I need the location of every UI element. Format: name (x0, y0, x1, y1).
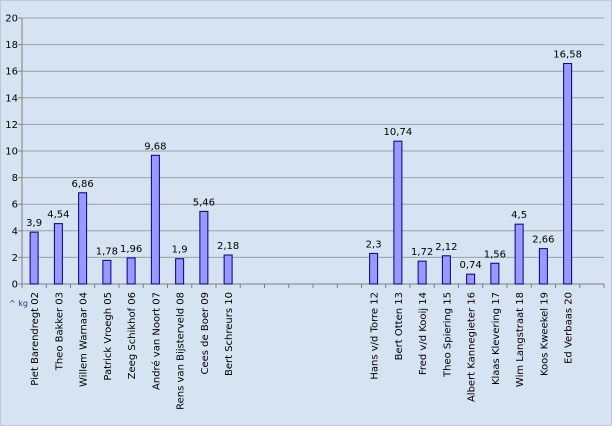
bar (150, 154, 160, 285)
y-tick-label: 8 (12, 173, 18, 184)
category-label: Zeeg Schikhof 06 (127, 292, 138, 379)
category-label: Bert Otten 13 (394, 292, 405, 360)
data-label: 3,9 (26, 218, 42, 229)
bar (538, 248, 548, 285)
data-label: 6,86 (71, 179, 93, 190)
y-tick-label: 2 (12, 253, 18, 264)
data-label: 0,74 (459, 260, 481, 271)
category-label: Koos Kweekel 19 (539, 292, 550, 376)
unit-label: ^ kg (9, 299, 28, 308)
bar (417, 260, 427, 285)
category-label: Theo Bakker 03 (54, 292, 65, 371)
data-label: 10,74 (384, 127, 413, 138)
bar (223, 254, 233, 285)
y-tick-label: 18 (5, 40, 18, 51)
data-label: 1,72 (411, 247, 433, 258)
data-label: 9,68 (144, 141, 166, 152)
data-label: 4,54 (47, 210, 69, 221)
data-label: 4,5 (511, 210, 527, 221)
y-tick-label: 20 (5, 14, 18, 25)
bar (102, 259, 112, 285)
y-tick-label: 0 (12, 280, 18, 291)
category-label: Hans v/d Torre 12 (370, 292, 381, 380)
category-label: Fred v/d Kooij 14 (418, 292, 429, 375)
bar (369, 252, 379, 285)
data-label: 2,66 (532, 235, 554, 246)
bar (441, 255, 451, 285)
category-label: Theo Spiering 15 (442, 292, 453, 378)
bar (393, 140, 403, 285)
category-label: Ed Verbaas 20 (564, 292, 575, 364)
category-label: Albert Kannegieter 16 (467, 292, 478, 402)
data-label: 2,3 (366, 239, 382, 250)
bar (466, 273, 476, 285)
bar (78, 192, 88, 285)
bar (29, 231, 39, 285)
category-label: Willem Warnaar 04 (79, 292, 90, 387)
category-label: Klaas Klevering 17 (491, 292, 502, 385)
bar (126, 257, 136, 285)
data-label: 2,12 (435, 242, 457, 253)
y-tick-label: 16 (5, 67, 18, 78)
data-label: 1,56 (484, 249, 506, 260)
data-label: 1,9 (172, 245, 188, 256)
data-label: 16,58 (553, 49, 582, 60)
bar (175, 258, 185, 285)
category-label: Wim Langstraat 18 (515, 292, 526, 387)
y-tick-label: 6 (12, 200, 18, 211)
bar (53, 223, 63, 285)
data-label: 1,78 (96, 246, 118, 257)
bar (199, 210, 209, 285)
bar (514, 223, 524, 285)
data-label: 5,46 (193, 197, 215, 208)
category-label: André van Noort 07 (150, 292, 162, 390)
data-label: 2,18 (217, 241, 239, 252)
category-label: Patrick Vroegh 05 (103, 292, 114, 381)
category-label: Bert Schreurs 10 (224, 292, 235, 376)
category-label: Cees de Boer 09 (200, 292, 211, 375)
bar (563, 62, 573, 285)
y-tick-label: 4 (12, 226, 18, 237)
data-label: 1,96 (120, 244, 142, 255)
y-tick-label: 10 (5, 147, 18, 158)
category-label: Rens van Bijsterveld 08 (176, 292, 187, 410)
y-tick-label: 12 (5, 120, 18, 131)
bar (490, 262, 500, 285)
category-label: Piet Barendregt 02 (30, 292, 41, 386)
y-tick-label: 14 (5, 93, 18, 104)
